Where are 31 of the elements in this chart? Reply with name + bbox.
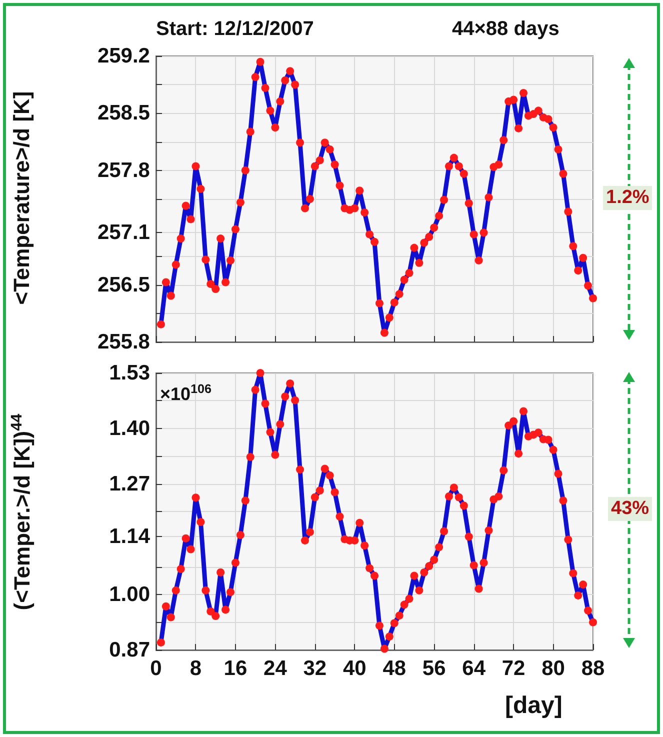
text: 1.2% (603, 186, 652, 210)
x-tick-label: 64 (462, 657, 486, 680)
x-tick-label: 80 (542, 657, 565, 680)
y-tick-label: 1.00 (109, 583, 150, 606)
x-tick-label: 8 (190, 657, 202, 680)
x-axis-title: [day] (505, 692, 562, 720)
annotation: ×10$^{106}$ (160, 382, 212, 405)
x-tick-label: 32 (303, 657, 327, 680)
x-tick-label: 24 (264, 657, 288, 680)
y-tick-label: 255.8 (97, 330, 150, 354)
y-tick-label: 1.14 (109, 525, 150, 548)
y-tick-label: 0.87 (109, 638, 150, 662)
y-tick-label: 1.40 (109, 416, 150, 440)
y-tick-label: 258.5 (97, 102, 150, 125)
text: 43% (608, 497, 652, 521)
y-tick-label: 1.53 (109, 362, 150, 384)
y-tick-label: 257.8 (97, 158, 150, 182)
x-tick-label: 16 (224, 657, 248, 680)
x-tick-label: 48 (382, 657, 406, 680)
x-tick-label: 72 (502, 657, 526, 680)
x-tick-label: 88 (581, 657, 605, 680)
y-axis-title: <Temperature>/d [K] (9, 91, 35, 305)
y-tick-label: 257.1 (97, 221, 150, 244)
x-tick-label: 40 (342, 657, 366, 680)
x-tick-label: 0 (150, 657, 162, 680)
text: Start: 12/12/2007 (156, 18, 314, 41)
y-tick-label: 256.5 (97, 273, 150, 296)
x-tick-label: 56 (422, 657, 446, 680)
text: 44×88 days (452, 18, 560, 41)
y-tick-label: 1.27 (109, 472, 150, 496)
y-tick-label: 259.2 (97, 44, 150, 68)
